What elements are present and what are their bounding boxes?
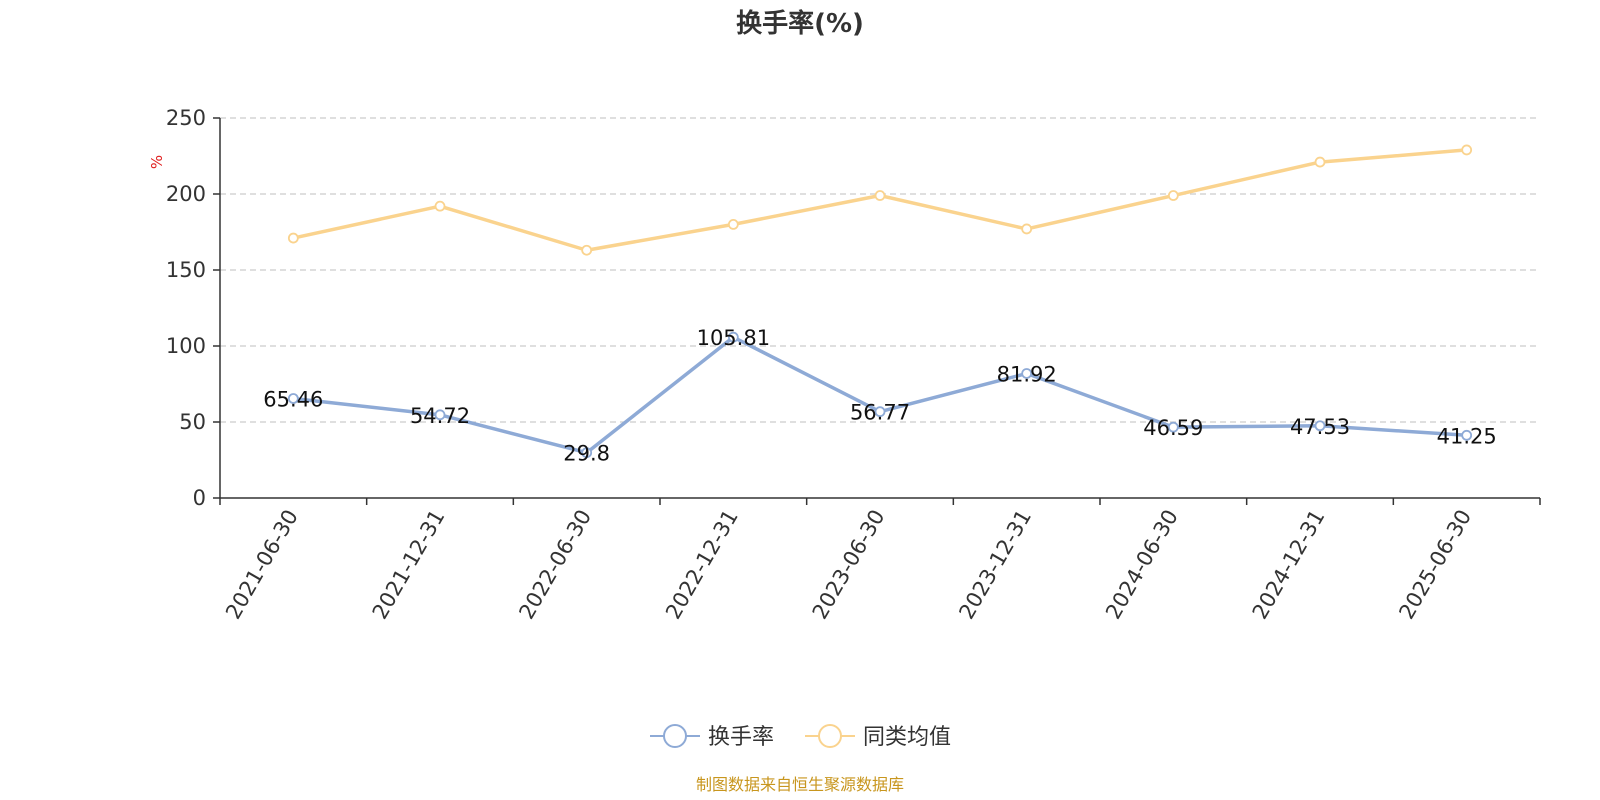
data-point bbox=[581, 244, 593, 256]
data-point bbox=[581, 447, 593, 459]
x-tick-label: 2024-12-31 bbox=[1248, 506, 1330, 624]
data-point bbox=[1167, 421, 1179, 433]
y-tick-label: 50 bbox=[179, 410, 206, 434]
y-axis-ticks: 0 50 100 150 200 250 bbox=[166, 106, 220, 510]
x-tick-label: 2021-06-30 bbox=[221, 506, 303, 624]
legend-label: 同类均值 bbox=[863, 725, 951, 750]
x-tick-label: 2022-12-31 bbox=[661, 506, 743, 624]
x-tick-label: 2024-06-30 bbox=[1101, 506, 1183, 624]
data-point bbox=[1167, 190, 1179, 201]
data-label: 56.77 bbox=[850, 401, 910, 425]
chart-title: 换手率(%) bbox=[736, 8, 864, 39]
y-tick-label: 250 bbox=[166, 106, 206, 130]
data-point bbox=[287, 393, 299, 404]
data-label: 47.53 bbox=[1290, 415, 1350, 439]
data-label: 65.46 bbox=[263, 388, 323, 412]
legend-item-0[interactable]: 换手率 bbox=[650, 724, 774, 750]
x-axis-ticks: 2021-06-30 2021-12-31 2022-06-30 2022-12-31… bbox=[219, 498, 1541, 624]
data-point bbox=[874, 406, 886, 418]
series bbox=[287, 144, 1473, 459]
x-tick-label: 2025-06-30 bbox=[1394, 506, 1476, 624]
legend-item-1[interactable]: 同类均值 bbox=[805, 724, 951, 750]
data-label: 29.8 bbox=[563, 442, 610, 466]
data-label: 81.92 bbox=[997, 362, 1057, 386]
data-point bbox=[1461, 429, 1473, 441]
data-point bbox=[727, 331, 739, 343]
data-labels: 65.46 54.72 29.8 105.81 56.77 81.92 46.59 47.53… bbox=[263, 326, 1496, 466]
axes bbox=[219, 118, 1540, 499]
data-point bbox=[874, 190, 886, 201]
x-tick-label: 2023-12-31 bbox=[954, 506, 1036, 624]
x-tick-label: 2021-12-31 bbox=[368, 506, 450, 624]
data-point bbox=[1021, 368, 1033, 379]
y-tick-label: 200 bbox=[166, 182, 206, 206]
y-axis-unit: % bbox=[148, 155, 166, 169]
y-tick-label: 0 bbox=[193, 486, 206, 510]
data-point bbox=[287, 232, 299, 244]
legend-marker bbox=[663, 724, 687, 748]
data-point bbox=[727, 218, 739, 230]
data-point bbox=[434, 409, 446, 421]
data-label: 41.25 bbox=[1437, 424, 1497, 448]
data-label: 54.72 bbox=[410, 404, 470, 428]
data-label: 46.59 bbox=[1143, 416, 1203, 440]
legend-label: 换手率 bbox=[708, 725, 774, 750]
data-point bbox=[1021, 223, 1033, 235]
y-tick-label: 150 bbox=[166, 258, 206, 282]
data-label: 105.81 bbox=[697, 326, 770, 350]
x-tick-label: 2023-06-30 bbox=[808, 506, 890, 624]
y-tick-label: 100 bbox=[166, 334, 206, 358]
legend-marker bbox=[818, 724, 842, 748]
data-source-note: 制图数据来自恒生聚源数据库 bbox=[696, 775, 904, 794]
data-point bbox=[434, 200, 446, 212]
legend: 换手率 同类均值 bbox=[650, 724, 951, 750]
grid-lines bbox=[220, 117, 1540, 423]
data-point bbox=[1461, 144, 1473, 156]
data-point bbox=[1314, 156, 1326, 168]
x-tick-label: 2022-06-30 bbox=[514, 506, 596, 624]
data-point bbox=[1314, 420, 1326, 432]
